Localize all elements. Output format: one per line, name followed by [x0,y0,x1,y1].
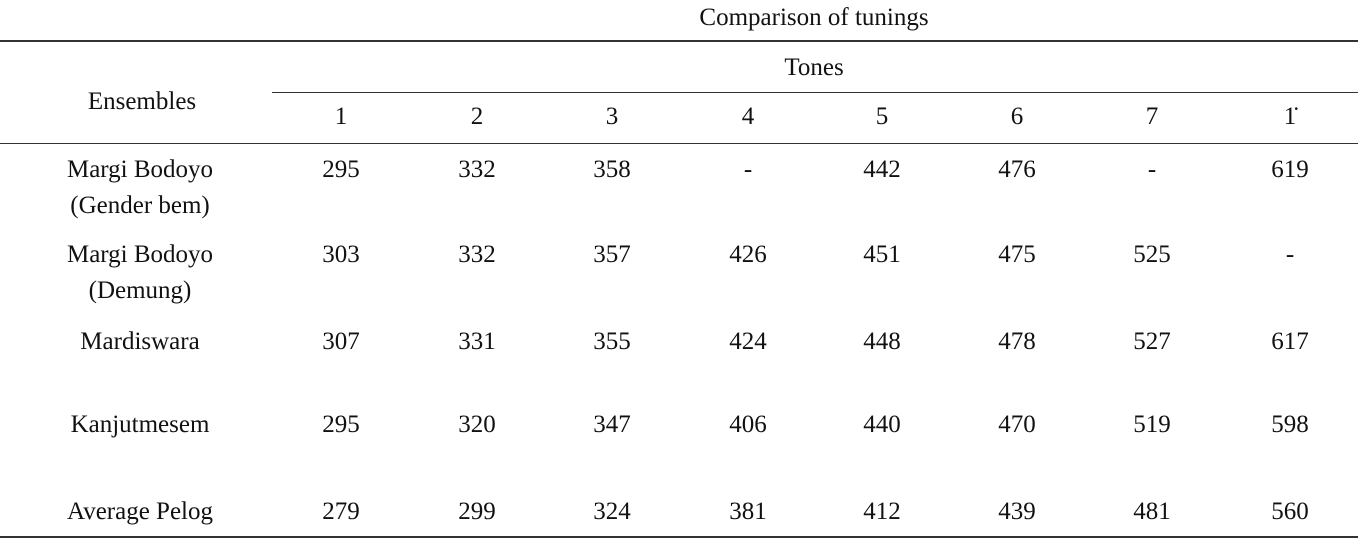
cell: 440 [863,411,901,438]
column-header: 6 [1010,103,1024,130]
cell: 598 [1271,411,1309,438]
cell: 519 [1133,411,1171,438]
cell: 481 [1133,498,1171,525]
column-header: 2 [470,103,484,130]
group-rule [272,92,1358,93]
cell: - [1147,156,1157,183]
table-title: Comparison of tunings [699,4,929,31]
cell: 295 [322,156,360,183]
group-header: Tones [784,54,844,81]
cell: 295 [322,411,360,438]
cell: 442 [863,156,901,183]
cell: 355 [593,328,631,355]
cell: 331 [458,328,496,355]
bottom-rule [0,536,1358,538]
cell: 381 [729,498,767,525]
cell: 358 [593,156,631,183]
cell: 619 [1271,156,1309,183]
cell: 525 [1133,241,1171,268]
row-label: Kanjutmesem [70,411,210,438]
column-header: 1 [334,103,348,130]
cell: 324 [593,498,631,525]
column-header: 4 [741,103,755,130]
cell: 332 [458,241,496,268]
cell: 478 [998,328,1036,355]
row-label: Average Pelog [66,498,214,525]
cell: 527 [1133,328,1171,355]
cell: 476 [998,156,1036,183]
cell: 448 [863,328,901,355]
cell: 617 [1271,328,1309,355]
cell: 347 [593,411,631,438]
row-label: Mardiswara [80,328,200,355]
cell: 406 [729,411,767,438]
column-header: 1̇ [1283,103,1297,130]
cell: - [743,156,753,183]
header-rule [0,143,1358,144]
cell: 332 [458,156,496,183]
cell: 424 [729,328,767,355]
cell: - [1285,241,1295,268]
row-label: Margi Bodoyo [66,241,214,268]
cell: 357 [593,241,631,268]
column-header: 3 [605,103,619,130]
column-header: 5 [875,103,889,130]
top-rule [0,40,1358,42]
cell: 451 [863,241,901,268]
cell: 470 [998,411,1036,438]
cell: 303 [322,241,360,268]
cell: 560 [1271,498,1309,525]
row-label: Margi Bodoyo [66,156,214,183]
row-header: Ensembles [87,88,197,115]
row-label: (Gender bem) [70,192,210,219]
cell: 439 [998,498,1036,525]
cell: 307 [322,328,360,355]
row-label: (Demung) [88,277,192,304]
cell: 279 [322,498,360,525]
cell: 412 [863,498,901,525]
cell: 320 [458,411,496,438]
cell: 299 [458,498,496,525]
cell: 475 [998,241,1036,268]
column-header: 7 [1145,103,1159,130]
cell: 426 [729,241,767,268]
